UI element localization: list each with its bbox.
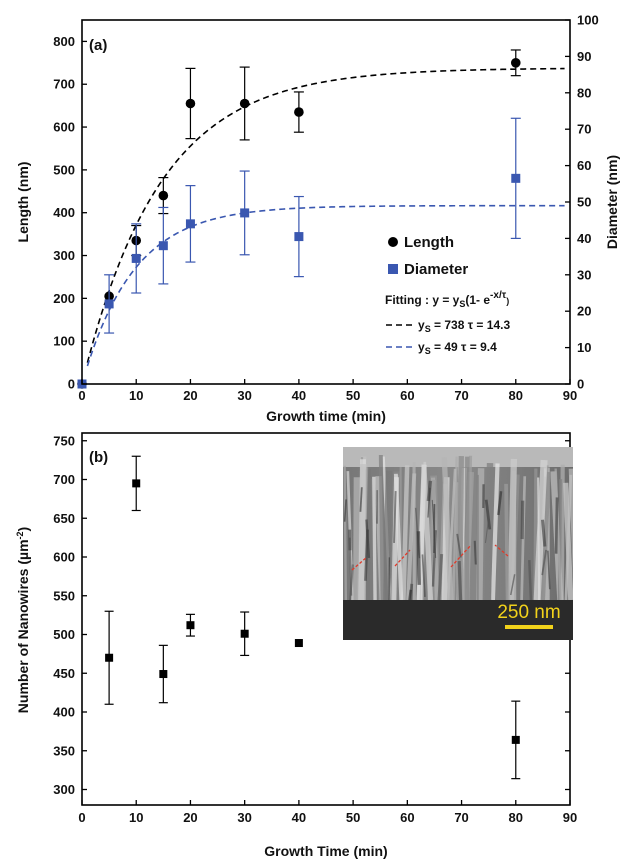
y-tick-label-b: 400: [53, 705, 75, 720]
y2-tick-label: 30: [577, 267, 591, 282]
point-length: [294, 107, 304, 117]
y-tick-label: 700: [53, 77, 75, 92]
x-axis-label: Growth time (min): [266, 408, 386, 424]
y2-tick-label: 10: [577, 340, 591, 355]
y-tick-label: 600: [53, 120, 75, 135]
x-tick-label: 90: [563, 388, 577, 403]
x-tick-label: 70: [454, 388, 468, 403]
y-tick-label-b: 750: [53, 433, 75, 448]
point-diameter: [131, 253, 141, 263]
y-tick-label: 300: [53, 248, 75, 263]
x-tick-label-b: 0: [78, 810, 85, 825]
y2-axis-label: Diameter (nm): [604, 155, 620, 249]
data-marks-b: [104, 455, 521, 780]
red-arrows: [351, 544, 509, 571]
y2-tick-label: 20: [577, 304, 591, 319]
data-marks: [77, 49, 521, 389]
point-length: [239, 98, 250, 109]
point-nanowire-count: [132, 479, 141, 488]
x-tick-label: 20: [183, 388, 197, 403]
x-tick-label-b: 20: [183, 810, 197, 825]
y-axis-label: Length (nm): [15, 162, 31, 243]
y-tick-label: 100: [53, 334, 75, 349]
point-diameter: [240, 208, 250, 218]
fit-curves: [86, 67, 565, 367]
fit-params-length: yS = 738 τ = 14.3: [418, 318, 510, 334]
point-nanowire-count: [240, 629, 249, 638]
point-length: [158, 190, 169, 201]
point-nanowire-count: [294, 639, 303, 648]
panel-b: 0 10 20 30 40 50 60 70 80 90 300 350 400 450 500 550 600…: [15, 432, 577, 859]
fit-equation: Fitting : y = yS(1- e-x/τ): [385, 290, 509, 309]
y-tick-label-b: 450: [53, 666, 75, 681]
y-tick-label-b: 600: [53, 550, 75, 565]
y2-tick-label: 40: [577, 231, 591, 246]
x-tick-label: 50: [346, 388, 360, 403]
x-tick-label: 10: [129, 388, 143, 403]
panel-label: (a): [89, 37, 107, 54]
y-tick-label: 0: [68, 377, 75, 392]
y-axis-label-b: Number of Nanowires (µm-2): [15, 527, 31, 713]
panel-a: 0 10 20 30 40 50 60 70 80 90010020030040050060070…: [15, 13, 620, 425]
point-diameter: [294, 232, 304, 242]
x-tick-label: 80: [509, 388, 523, 403]
x-tick-label-b: 80: [509, 810, 523, 825]
x-tick-label: 0: [78, 388, 85, 403]
x-tick-label: 30: [237, 388, 251, 403]
scale-bar-label: 250 nm: [497, 602, 560, 623]
x-tick-label-b: 40: [292, 810, 306, 825]
y-tick-label-b: 650: [53, 511, 75, 526]
y-tick-label-b: 700: [53, 472, 75, 487]
legend-marker-diameter: [388, 264, 398, 274]
y-tick-label: 500: [53, 162, 75, 177]
legend-marker-length: [388, 237, 398, 247]
y-tick-label: 200: [53, 291, 75, 306]
x-tick-label-b: 50: [346, 810, 360, 825]
y2-tick-label: 80: [577, 85, 591, 100]
x-tick-label-b: 70: [454, 810, 468, 825]
x-tick-label: 40: [292, 388, 306, 403]
y-tick-label: 400: [53, 205, 75, 220]
x-axis-label-b: Growth Time (min): [264, 843, 387, 859]
legend-label-length: Length: [404, 234, 454, 251]
y-tick-label-b: 350: [53, 743, 75, 758]
point-nanowire-count: [186, 621, 195, 630]
x-tick-label-b: 10: [129, 810, 143, 825]
legend-label-diameter: Diameter: [404, 261, 468, 278]
y-tick-label-b: 300: [53, 782, 75, 797]
legend: Length Diameter Fitting : y = yS(1- e-x/…: [385, 234, 510, 356]
x-tick-label-b: 60: [400, 810, 414, 825]
point-nanowire-count: [511, 735, 520, 744]
point-nanowire-count: [159, 670, 168, 679]
y-tick-label: 800: [53, 34, 75, 49]
fit-curve-1: [86, 204, 565, 367]
y2-tick-label: 70: [577, 122, 591, 137]
sem-inset-image: 250 nm: [343, 447, 573, 640]
x-tick-label-b: 90: [563, 810, 577, 825]
panel-label-b: (b): [89, 449, 108, 466]
y2-tick-label: 90: [577, 49, 591, 64]
y-tick-label-b: 550: [53, 588, 75, 603]
y2-tick-label: 60: [577, 158, 591, 173]
x-tick-label: 60: [400, 388, 414, 403]
point-diameter: [104, 299, 114, 309]
point-nanowire-count: [105, 653, 114, 662]
x-tick-label-b: 30: [237, 810, 251, 825]
fit-params-diameter: yS = 49 τ = 9.4: [418, 340, 497, 356]
y2-tick-label: 50: [577, 195, 591, 210]
y2-tick-label: 0: [577, 377, 584, 392]
point-length: [185, 98, 196, 109]
point-diameter: [511, 173, 521, 183]
fit-curve-0: [86, 67, 565, 363]
y-tick-label-b: 500: [53, 627, 75, 642]
point-diameter: [158, 241, 168, 251]
y2-tick-label: 100: [577, 13, 599, 28]
point-length: [510, 58, 521, 68]
point-diameter: [185, 219, 195, 229]
